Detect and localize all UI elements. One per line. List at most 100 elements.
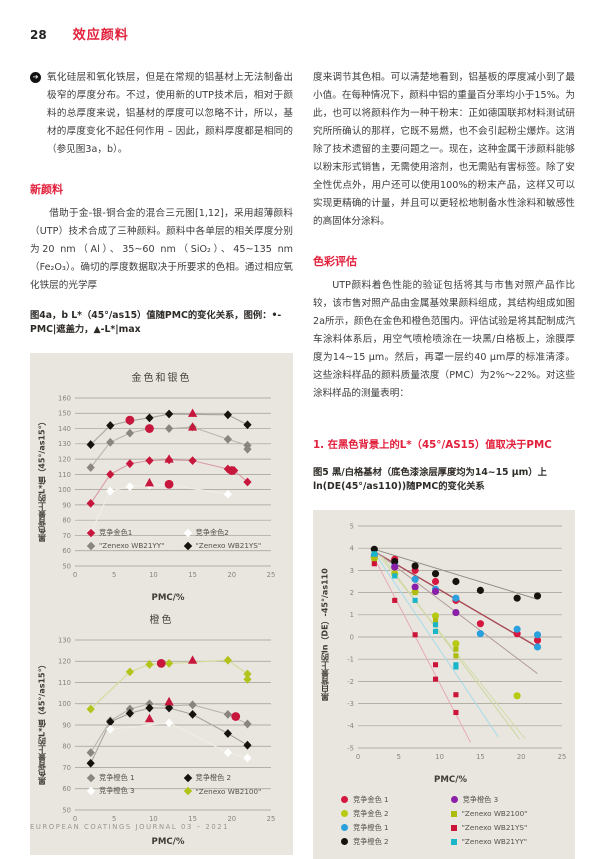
legend-item: "Zenexo WB21YY" bbox=[450, 837, 528, 847]
svg-text:0: 0 bbox=[356, 753, 360, 761]
legend-circle-marker bbox=[341, 838, 348, 846]
chart1-title: 金色和银色 bbox=[131, 373, 192, 385]
legend-item: 竞争橙色 2 bbox=[341, 837, 389, 847]
chart2-title: 橙色 bbox=[149, 615, 174, 627]
svg-text:-3: -3 bbox=[347, 700, 354, 708]
svg-text:130: 130 bbox=[58, 637, 71, 645]
legend-label: "Zenexo WB21YY" bbox=[99, 541, 165, 551]
svg-text:10: 10 bbox=[435, 753, 444, 761]
legend-label: 竞争橙色 1 bbox=[353, 822, 389, 832]
svg-text:5: 5 bbox=[350, 522, 354, 530]
legend-item: "Zenexo WB2100" bbox=[183, 786, 282, 796]
legend-item: 竞争橙色 1 bbox=[86, 773, 185, 783]
legend-label: "Zenexo WB21YY" bbox=[461, 837, 528, 847]
legend-diamond-marker bbox=[86, 541, 96, 550]
svg-text:-1: -1 bbox=[347, 655, 354, 663]
svg-text:15: 15 bbox=[188, 571, 197, 579]
heading-finding-1: 1. 在黑色背景上的L*（45°/AS15）值取决于PMC bbox=[313, 438, 552, 451]
legend-item: "Zenexo WB21YS" bbox=[450, 823, 528, 833]
legend-label: 竞争金色2 bbox=[195, 528, 229, 538]
legend-item: 竞争橙色 3 bbox=[86, 786, 185, 796]
legend-label: 竞争橙色 2 bbox=[353, 836, 389, 846]
chart3-legend: 竞争金色 1 竞争金色 2 竞争橙色 1 竞争橙色 2 竞争橙色 3 "Zenexo WB… bbox=[319, 785, 569, 851]
svg-text:15: 15 bbox=[188, 815, 197, 823]
chart3-canvas: 黑白背景上的ln（DE）-45°/as110 -5 -4 -3 -2 -1 0 1 2 3 4 5 0… bbox=[319, 518, 569, 774]
heading-color-evaluation: 色彩评估 bbox=[313, 255, 357, 269]
svg-text:-2: -2 bbox=[347, 678, 354, 686]
paragraph: 氧化硅层和氧化铁层，但是在常规的铝基材上无法制备出极窄的厚度分布。不过，使用新的… bbox=[47, 72, 293, 156]
svg-text:120: 120 bbox=[58, 456, 71, 464]
svg-text:4: 4 bbox=[350, 544, 354, 552]
svg-text:25: 25 bbox=[558, 753, 567, 761]
legend-diamond-marker bbox=[183, 773, 192, 783]
svg-text:90: 90 bbox=[62, 501, 71, 509]
svg-text:25: 25 bbox=[267, 571, 276, 579]
svg-text:70: 70 bbox=[62, 764, 71, 772]
legend-label: 竞争金色 2 bbox=[353, 808, 389, 818]
svg-text:160: 160 bbox=[58, 395, 71, 403]
chart3-ylabel: 黑白背景上的ln（DE）-45°/as110 bbox=[320, 568, 330, 702]
legend-diamond-marker bbox=[86, 528, 96, 538]
svg-text:110: 110 bbox=[58, 679, 71, 687]
legend-label: 竞争橙色 3 bbox=[99, 786, 135, 796]
svg-text:120: 120 bbox=[58, 658, 71, 666]
legend-diamond-marker bbox=[183, 786, 192, 796]
svg-text:50: 50 bbox=[62, 563, 71, 571]
legend-label: "Zenexo WB21YS" bbox=[195, 541, 262, 551]
legend-label: "Zenexo WB21YS" bbox=[461, 823, 528, 833]
svg-text:20: 20 bbox=[227, 815, 236, 823]
svg-text:15: 15 bbox=[476, 753, 485, 761]
legend-label: 竞争橙色 3 bbox=[462, 794, 499, 804]
svg-text:-4: -4 bbox=[347, 722, 354, 730]
journal-footer: EUROPEAN COATINGS JOURNAL 03 – 2021 bbox=[30, 823, 230, 831]
svg-text:0: 0 bbox=[350, 633, 354, 641]
legend-item: 竞争金色 1 bbox=[341, 795, 389, 805]
continuation-arrow-icon: ➔ bbox=[30, 72, 41, 83]
svg-text:5: 5 bbox=[397, 753, 401, 761]
left-column: ➔ 氧化硅层和氧化铁层，但是在常规的铝基材上无法制备出极窄的厚度分布。不过，使用… bbox=[30, 69, 293, 859]
svg-text:20: 20 bbox=[227, 571, 236, 579]
svg-text:0: 0 bbox=[73, 571, 77, 579]
legend-item: "Zenexo WB2100" bbox=[450, 809, 528, 819]
legend-label: 竞争橙色 1 bbox=[99, 773, 135, 783]
legend-label: "Zenexo WB2100" bbox=[461, 809, 528, 819]
page-header: 28 效应颜料 bbox=[0, 0, 600, 43]
svg-text:5: 5 bbox=[112, 571, 116, 579]
chart1-xlabel: PMC/% bbox=[151, 593, 185, 604]
legend-label: 竞争金色1 bbox=[99, 528, 133, 538]
paragraph: 度来调节其色相。可以清楚地看到，铝基板的厚度减小到了最小值。在每种情况下，颜料中… bbox=[313, 72, 575, 228]
page-number: 28 bbox=[30, 28, 47, 42]
svg-text:3: 3 bbox=[350, 567, 354, 575]
svg-text:90: 90 bbox=[62, 722, 71, 730]
chart2-ylabel: 黑色背景上的L*值（45°/as15°） bbox=[37, 660, 47, 786]
legend-circle-marker bbox=[341, 810, 348, 818]
svg-text:80: 80 bbox=[62, 743, 71, 751]
svg-text:0: 0 bbox=[73, 815, 77, 823]
svg-text:100: 100 bbox=[58, 486, 71, 494]
paragraph: 借助于金-银-铜合金的混合三元图[1,12]，采用超薄颜料（UTP）技术合成了三… bbox=[30, 208, 293, 292]
legend-diamond-marker bbox=[86, 773, 96, 783]
figure4-caption: 图4a，b L*（45°/as15）值随PMC的变化关系，图例：•-PMC|遮盖… bbox=[30, 310, 282, 336]
svg-text:150: 150 bbox=[58, 410, 71, 418]
legend-item: "Zenexo WB21YY" bbox=[86, 541, 185, 551]
svg-text:5: 5 bbox=[112, 815, 116, 823]
svg-text:60: 60 bbox=[62, 785, 71, 793]
legend-diamond-marker bbox=[86, 786, 96, 796]
chart1-legend: 竞争金色1 竞争金色2 "Zenexo WB21YY" "Zenexo WB21YS" bbox=[86, 528, 281, 551]
legend-circle-marker bbox=[341, 796, 348, 804]
figure5-panel: 黑白背景上的ln（DE）-45°/as110 -5 -4 -3 -2 -1 0 1 2 3 4 5 0… bbox=[313, 509, 575, 859]
continued-paragraph: ➔ 氧化硅层和氧化铁层，但是在常规的铝基材上无法制备出极窄的厚度分布。不过，使用… bbox=[30, 69, 293, 159]
legend-label: 竞争橙色 2 bbox=[195, 773, 232, 783]
legend-circle-marker bbox=[450, 796, 458, 804]
legend-item: 竞争橙色 1 bbox=[341, 823, 389, 833]
svg-text:10: 10 bbox=[149, 815, 158, 823]
svg-text:20: 20 bbox=[517, 753, 526, 761]
svg-text:100: 100 bbox=[58, 700, 71, 708]
svg-text:25: 25 bbox=[267, 815, 276, 823]
heading-new-pigments: 新颜料 bbox=[30, 183, 63, 197]
legend-label: "Zenexo WB2100" bbox=[195, 786, 262, 796]
right-column: 度来调节其色相。可以清楚地看到，铝基板的厚度减小到了最小值。在每种情况下，颜料中… bbox=[313, 69, 575, 859]
section-title: 效应颜料 bbox=[72, 28, 129, 43]
svg-text:-5: -5 bbox=[347, 744, 354, 752]
chart2-xlabel: PMC/% bbox=[151, 837, 185, 848]
